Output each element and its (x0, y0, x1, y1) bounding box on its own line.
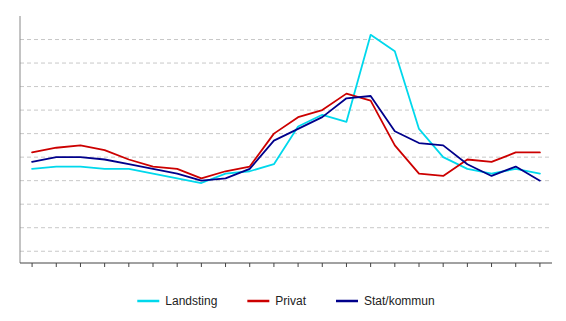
grid-line (20, 39, 552, 40)
x-tick (346, 263, 347, 267)
x-tick (32, 263, 33, 267)
x-tick (467, 263, 468, 267)
x-tick (443, 263, 444, 267)
grid-line (20, 180, 552, 181)
series-line (32, 96, 540, 181)
x-tick (80, 263, 81, 267)
x-tick (104, 263, 105, 267)
chart: Landsting Privat Stat/kommun (0, 0, 566, 321)
grid-line (20, 204, 552, 205)
axes (20, 16, 552, 267)
x-tick (370, 263, 371, 267)
x-tick (56, 263, 57, 267)
legend-swatch (137, 300, 159, 303)
grid-line (20, 110, 552, 111)
x-axis-line (20, 263, 552, 264)
grid-line (20, 227, 552, 228)
x-tick (273, 263, 274, 267)
legend-label: Stat/kommun (364, 294, 435, 308)
x-tick (298, 263, 299, 267)
legend-label: Landsting (165, 294, 217, 308)
x-tick (394, 263, 395, 267)
legend: Landsting Privat Stat/kommun (137, 294, 434, 308)
x-tick (249, 263, 250, 267)
x-tick (322, 263, 323, 267)
lines (32, 35, 540, 183)
legend-swatch (336, 300, 358, 303)
legend-item: Privat (247, 294, 306, 308)
series-line (32, 35, 540, 183)
y-axis-line (20, 16, 21, 263)
legend-item: Stat/kommun (336, 294, 435, 308)
x-tick (539, 263, 540, 267)
x-tick (225, 263, 226, 267)
x-tick (419, 263, 420, 267)
x-tick (491, 263, 492, 267)
x-tick (177, 263, 178, 267)
x-tick (201, 263, 202, 267)
x-tick (515, 263, 516, 267)
series-line (32, 94, 540, 179)
grid-line (20, 157, 552, 158)
legend-swatch (247, 300, 269, 303)
grid-line (20, 63, 552, 64)
legend-label: Privat (275, 294, 306, 308)
legend-item: Landsting (137, 294, 217, 308)
grid-line (20, 86, 552, 87)
x-tick (153, 263, 154, 267)
x-tick (128, 263, 129, 267)
grid-line (20, 251, 552, 252)
